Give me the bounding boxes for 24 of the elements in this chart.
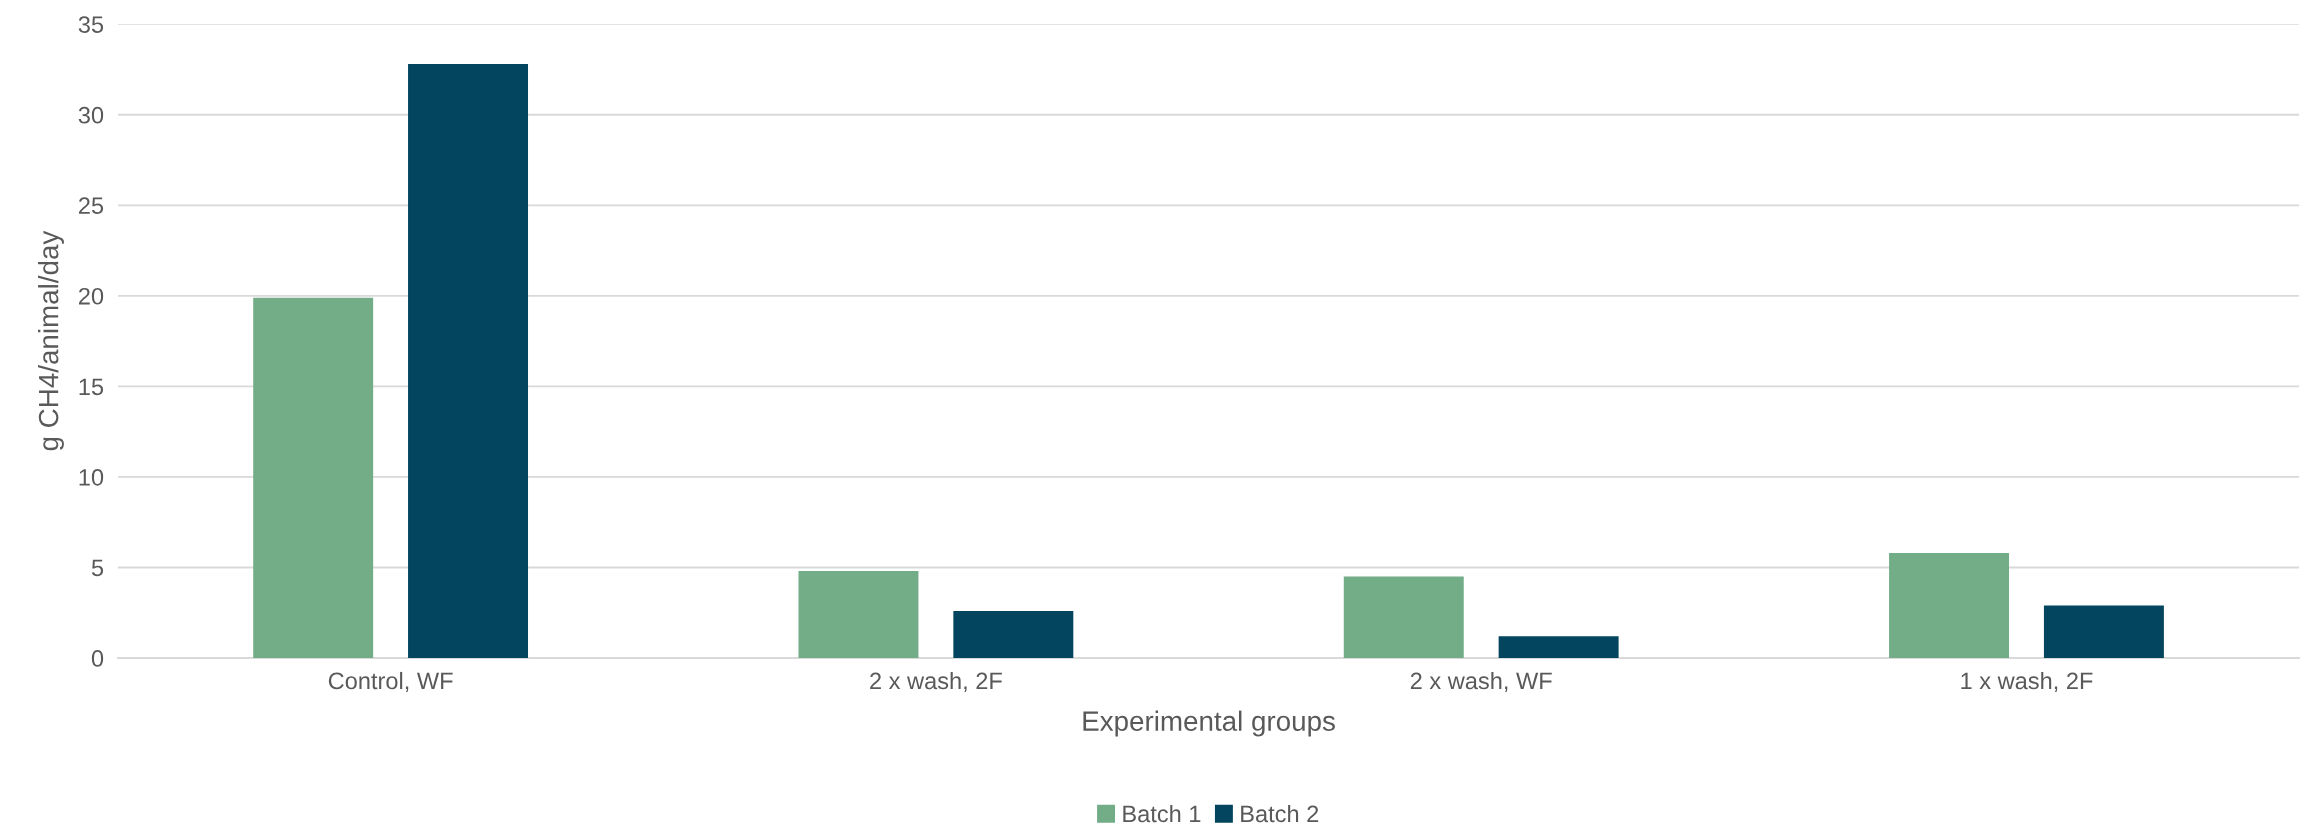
y-axis-title: g CH4/animal/day [38,230,64,451]
x-axis-title: Experimental groups [1083,710,1335,737]
bar [1343,576,1464,659]
legend-label: Batch 1 [1123,804,1201,823]
bar [253,297,374,659]
y-tick-label: 0 [91,650,104,667]
y-tick-label: 10 [79,469,104,486]
x-tick-label: Control, WF [328,671,453,693]
y-tick-label: 5 [91,559,104,577]
bar [1889,552,2010,659]
bar [798,571,919,659]
bar [2043,605,2164,659]
x-tick-label: 1 x wash, 2F [1961,671,2093,693]
legend-label: Batch 2 [1241,804,1319,823]
y-tick-label: 30 [78,106,104,124]
y-tick-label: 25 [79,197,104,215]
bar [408,64,529,659]
y-tick-label: 35 [78,16,104,33]
bar [953,610,1074,659]
x-tick-label: 2 x wash, WF [1410,671,1552,693]
bar [1498,636,1619,659]
x-tick-label: 2 x wash, 2F [870,671,1002,693]
y-tick-label: 20 [79,287,104,305]
y-tick-label: 15 [79,378,104,396]
